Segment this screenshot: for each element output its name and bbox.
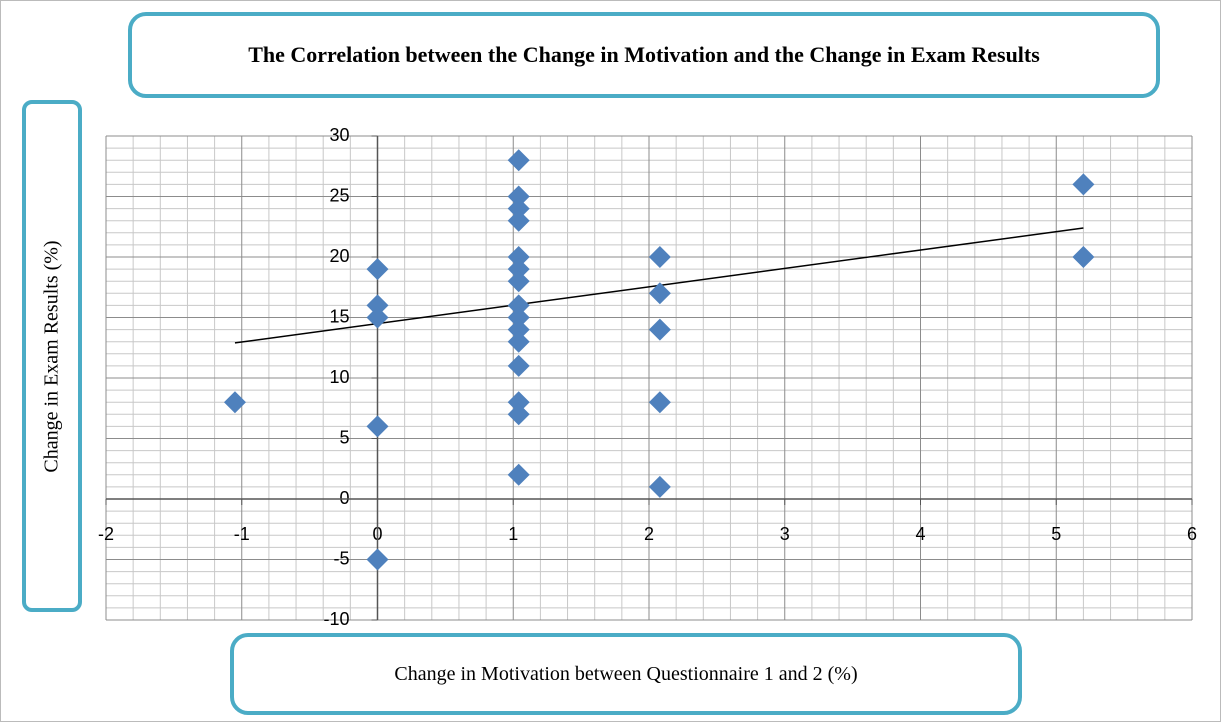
x-tick-label: 4 (915, 524, 925, 544)
point (507, 318, 530, 341)
x-tick-label: 6 (1187, 524, 1197, 544)
point (507, 258, 530, 281)
y-tick-label: 5 (339, 427, 349, 447)
x-tick-label: -2 (98, 524, 114, 544)
point (507, 330, 530, 353)
point (507, 391, 530, 414)
point (366, 306, 389, 329)
point (648, 391, 671, 414)
point (366, 415, 389, 438)
point (507, 270, 530, 293)
x-tick-label: 1 (508, 524, 518, 544)
x-tick-label: 3 (780, 524, 790, 544)
point (507, 246, 530, 268)
point (648, 282, 671, 305)
y-tick-label: 10 (329, 367, 349, 387)
point (507, 294, 530, 317)
point (507, 197, 530, 220)
chart-title: The Correlation between the Change in Mo… (128, 12, 1160, 98)
x-tick-label: 5 (1051, 524, 1061, 544)
point (366, 258, 389, 281)
point (223, 391, 246, 414)
y-tick-label: 25 (329, 185, 349, 205)
y-tick-label: 0 (339, 488, 349, 508)
x-tick-label: 2 (644, 524, 654, 544)
point (507, 209, 530, 232)
point (1072, 173, 1095, 196)
y-tick-label: 15 (329, 306, 349, 326)
point (507, 185, 530, 208)
point (1072, 246, 1095, 268)
y-axis-label: Change in Exam Results (%) (40, 239, 63, 473)
point (507, 403, 530, 426)
point (507, 354, 530, 377)
y-tick-label: -5 (333, 548, 349, 568)
point (507, 149, 530, 172)
point (366, 294, 389, 317)
y-tick-label: 20 (329, 246, 349, 266)
y-tick-label: 30 (329, 125, 349, 145)
point (507, 306, 530, 329)
y-tick-label: -10 (323, 609, 349, 629)
x-tick-label: -1 (234, 524, 250, 544)
x-axis-label: Change in Motivation between Questionnai… (230, 633, 1022, 715)
point (648, 318, 671, 341)
point (366, 548, 389, 571)
point (648, 246, 671, 268)
point (507, 463, 530, 486)
y-axis-box: Change in Exam Results (%) (22, 100, 82, 612)
point (648, 475, 671, 498)
